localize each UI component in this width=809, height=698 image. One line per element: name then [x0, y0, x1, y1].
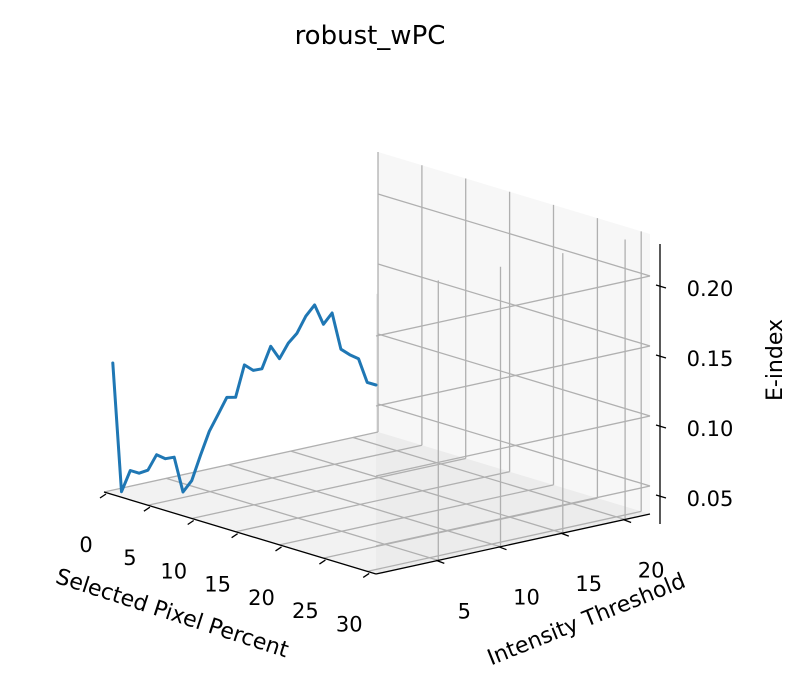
- z-tick-mark: [655, 494, 667, 499]
- axis-ticks: 0 5 10 15 20 25 30 5 10 15 20 0.05 0.10 0.15 0.20: [79, 277, 733, 636]
- x-axis-line: [103, 491, 377, 575]
- gridline-x-floor: [235, 471, 510, 533]
- gridline-z-right: [375, 275, 651, 337]
- gridline-x-floor: [103, 431, 379, 493]
- gridline-z-right: [375, 485, 651, 547]
- gridline-x-floor: [367, 510, 642, 573]
- x-tick-label: 15: [204, 573, 231, 597]
- z-tick-mark: [655, 424, 667, 429]
- gridline-z-back: [377, 333, 651, 417]
- x-tick-mark: [231, 533, 238, 539]
- gridline-y-floor: [352, 436, 626, 521]
- gridline-z-back: [377, 263, 651, 347]
- x-tick-label: 30: [336, 612, 363, 636]
- series-layer: [111, 303, 378, 494]
- x-tick-label: 20: [248, 586, 275, 610]
- axes-panes: [104, 152, 650, 574]
- z-tick-label: 0.20: [687, 277, 734, 301]
- gridline-z-back: [377, 193, 651, 277]
- y-tick-label: 15: [575, 572, 602, 596]
- z-tick-label: 0.05: [687, 487, 734, 511]
- y-tick-mark: [436, 559, 445, 565]
- y-tick-label: 10: [513, 586, 540, 610]
- x-tick-mark: [99, 493, 107, 499]
- gridline-z-back: [377, 403, 651, 487]
- gridlines: [103, 152, 651, 573]
- gridline-y-floor: [166, 477, 439, 562]
- gridline-x-floor: [147, 444, 423, 506]
- z-tick-label: 0.15: [687, 347, 734, 371]
- x-tick-mark: [187, 519, 195, 526]
- y-tick-mark: [622, 518, 632, 524]
- x-tick-label: 25: [292, 599, 319, 623]
- x-tick-mark: [143, 506, 151, 512]
- y-tick-mark: [498, 546, 507, 551]
- x-tick-label: 0: [79, 533, 92, 557]
- axis-lines: [103, 244, 661, 575]
- y-axis-line: [375, 513, 651, 575]
- y-tick-label: 5: [458, 599, 471, 623]
- z-tick-label: 0.10: [687, 417, 734, 441]
- y-tick-mark: [560, 532, 570, 537]
- z-axis-label: E-index: [763, 319, 788, 401]
- z-tick-mark: [655, 284, 667, 289]
- x-tick-mark: [362, 572, 370, 578]
- x-tick-mark: [319, 559, 326, 565]
- gridline-x-floor: [279, 484, 554, 546]
- gridline-z-right: [375, 415, 651, 477]
- z-tick-mark: [655, 354, 667, 359]
- gridline-y-floor: [228, 464, 501, 548]
- x-tick-mark: [275, 546, 282, 552]
- y-tick-label: 20: [638, 559, 665, 583]
- gridline-x-floor: [191, 457, 466, 520]
- x-tick-label: 5: [123, 546, 136, 570]
- gridline-z-right: [375, 345, 651, 407]
- x-tick-label: 10: [160, 560, 187, 584]
- chart-title: robust_wPC: [295, 21, 446, 51]
- gridline-y-floor: [290, 450, 563, 534]
- back-wall-pane: [378, 152, 650, 514]
